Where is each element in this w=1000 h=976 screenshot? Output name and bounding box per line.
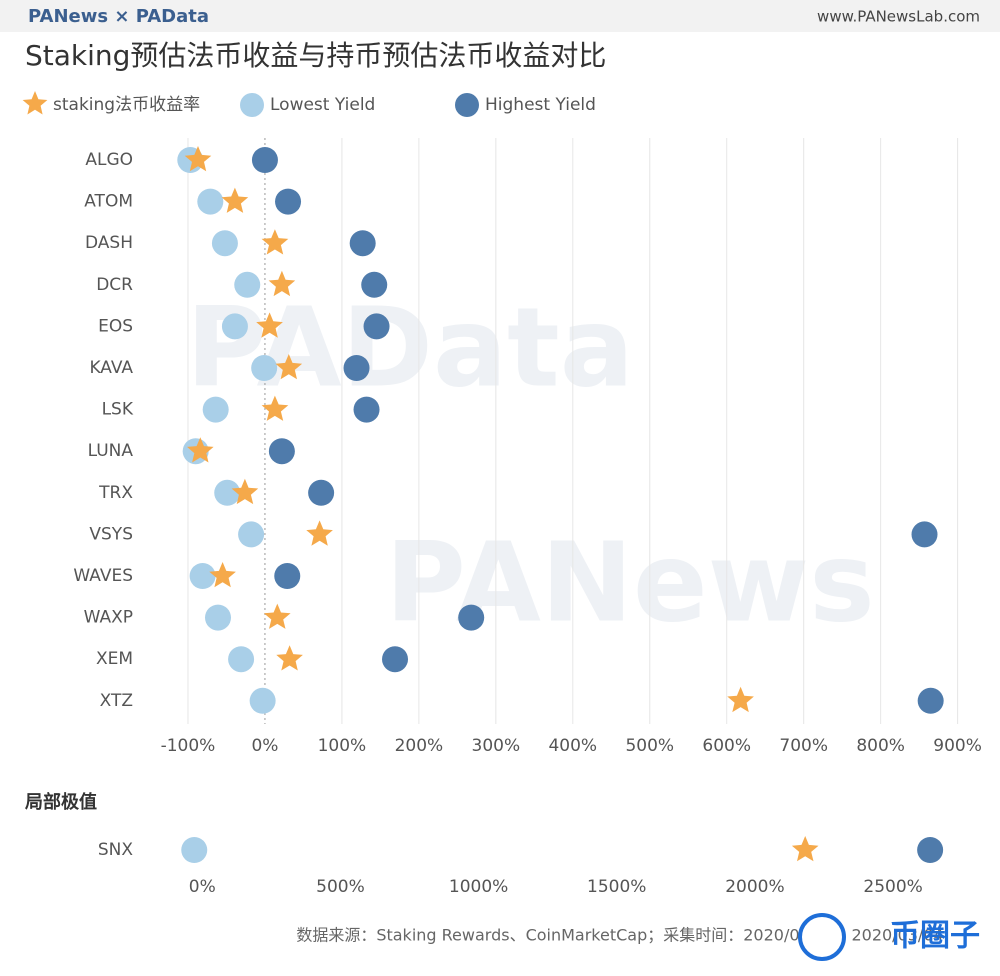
low-dot <box>202 396 229 423</box>
y-tick-label: TRX <box>98 483 133 503</box>
x-tick-label: 300% <box>472 736 521 756</box>
y-tick-label: SNX <box>98 840 134 860</box>
legend-dot <box>455 93 479 117</box>
title: Staking预估法币收益与持币预估法币收益对比 <box>25 39 606 72</box>
low-dot <box>181 837 208 863</box>
low-dot <box>189 563 216 589</box>
y-tick-label: EOS <box>98 316 133 336</box>
y-tick-label: ATOM <box>84 192 133 212</box>
high-dot <box>353 396 380 423</box>
high-dot <box>268 438 295 465</box>
x-tick-label: 500% <box>625 736 674 756</box>
x-tick-label: 0% <box>251 736 278 756</box>
x-tick-label: 0% <box>189 877 216 897</box>
staking-star <box>276 645 303 671</box>
x-tick-label: 1000% <box>449 877 508 897</box>
legend: staking法币收益率 Lowest Yield Highest Yield <box>22 91 596 117</box>
high-dot <box>349 230 376 257</box>
x-tick-label: 100% <box>318 736 367 756</box>
source: 数据来源：Staking Rewards、CoinMarketCap；采集时间：… <box>296 926 943 945</box>
staking-star <box>221 187 249 213</box>
low-dot <box>214 479 241 506</box>
url[interactable]: www.PANewsLab.com <box>817 8 980 26</box>
watermark: PAData <box>186 283 634 411</box>
high-dot <box>274 563 301 589</box>
legend-star <box>22 91 48 115</box>
low-dot <box>204 604 231 631</box>
legend-label: Highest Yield <box>485 95 596 115</box>
logo: 币圈子 <box>890 919 980 954</box>
y-tick-label: XTZ <box>100 691 133 711</box>
staking-star <box>184 146 212 172</box>
high-dot <box>917 837 944 863</box>
staking-star <box>791 836 819 862</box>
y-tick-label: WAXP <box>84 608 133 628</box>
x-tick-label: 800% <box>856 736 905 756</box>
low-dot <box>211 230 238 257</box>
low-dot <box>228 646 255 673</box>
y-tick-label: ALGO <box>85 150 133 170</box>
high-dot <box>251 147 278 173</box>
high-dot <box>308 479 335 506</box>
staking-star <box>209 562 236 588</box>
legend-dot <box>240 93 264 117</box>
high-dot <box>343 355 370 381</box>
staking-star <box>727 686 754 713</box>
high-dot <box>363 313 390 340</box>
legend-label: Lowest Yield <box>270 95 375 115</box>
y-tick-label: WAVES <box>73 566 133 586</box>
low-dot <box>249 687 276 714</box>
x-tick-label: -100% <box>161 736 216 756</box>
low-dot <box>197 188 224 215</box>
subchart-title: 局部极值 <box>25 791 97 813</box>
low-dot <box>238 521 265 548</box>
staking-star <box>256 312 283 338</box>
x-tick-label: 400% <box>548 736 597 756</box>
x-tick-label: 2000% <box>725 877 784 897</box>
staking-star <box>261 395 289 421</box>
staking-star <box>268 270 296 297</box>
low-dot <box>221 313 248 340</box>
x-tick-label: 900% <box>933 736 982 756</box>
x-tick-label: 500% <box>316 877 365 897</box>
high-dot <box>275 188 302 215</box>
high-dot <box>361 271 388 298</box>
y-tick-label: LUNA <box>88 441 134 461</box>
x-tick-label: 1500% <box>587 877 646 897</box>
staking-star <box>261 229 289 255</box>
staking-star <box>306 520 333 546</box>
y-tick-label: DCR <box>96 275 133 295</box>
x-tick-label: 600% <box>702 736 751 756</box>
y-tick-label: VSYS <box>89 524 133 544</box>
high-dot <box>382 646 409 673</box>
header-bar <box>0 0 1000 32</box>
high-dot <box>917 687 944 714</box>
legend-label: staking法币收益率 <box>53 95 200 115</box>
staking-star <box>263 603 291 629</box>
x-tick-label: 200% <box>395 736 444 756</box>
low-dot <box>234 271 261 298</box>
y-tick-label: DASH <box>85 233 133 253</box>
y-tick-label: KAVA <box>89 358 133 378</box>
high-dot <box>911 521 938 548</box>
y-tick-label: LSK <box>102 400 134 420</box>
staking-star <box>275 354 303 380</box>
staking-star <box>187 437 214 463</box>
low-dot <box>251 355 278 381</box>
logo-icon <box>798 913 846 961</box>
x-tick-label: 700% <box>779 736 828 756</box>
brand: PANews × PAData <box>28 6 209 27</box>
staking-star <box>231 478 259 505</box>
high-dot <box>458 604 485 631</box>
x-tick-label: 2500% <box>863 877 922 897</box>
y-tick-label: XEM <box>96 649 133 669</box>
